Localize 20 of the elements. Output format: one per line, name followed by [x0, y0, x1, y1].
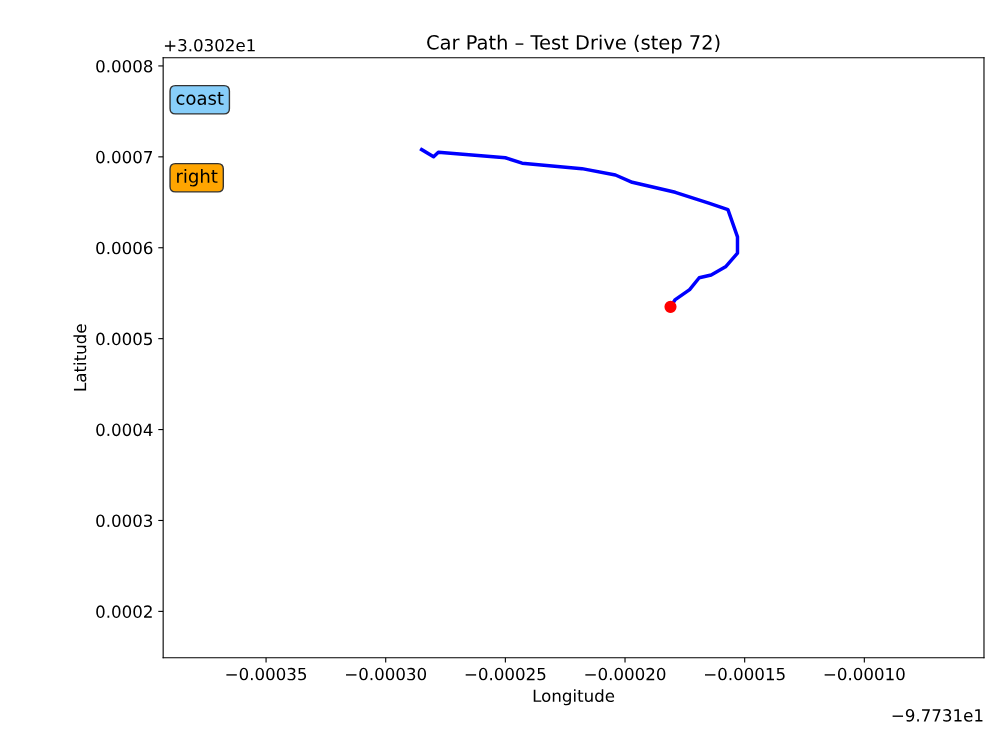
x-tick-label: −0.00025: [465, 667, 546, 681]
x-tick-label: −0.00015: [705, 667, 785, 681]
chart-title: Car Path – Test Drive (step 72): [427, 34, 720, 54]
x-tick-label: −0.00010: [824, 667, 905, 681]
y-tick-label: 0.0008: [96, 59, 153, 73]
y-tick-label: 0.0002: [96, 605, 152, 618]
y-tick-label: 0.0006: [96, 241, 153, 255]
x-tick-label: −0.00020: [585, 667, 666, 681]
y-tick-label: 0.0004: [96, 423, 153, 437]
x-axis-title: Longitude: [533, 689, 615, 706]
x-tick-label: −0.00035: [226, 667, 307, 681]
annotation: right: [177, 169, 218, 187]
annotation: coast: [176, 92, 224, 105]
y-tick-label: 0.0005: [96, 332, 152, 346]
y-axis-title: Latitude: [73, 324, 87, 391]
text: +3.0302e1: [164, 38, 255, 52]
y-tick-label: 0.0007: [96, 150, 153, 164]
text: −9.7731e1: [892, 709, 983, 722]
x-tick-label: −0.00030: [346, 667, 427, 681]
y-tick-label: 0.0003: [96, 514, 153, 528]
